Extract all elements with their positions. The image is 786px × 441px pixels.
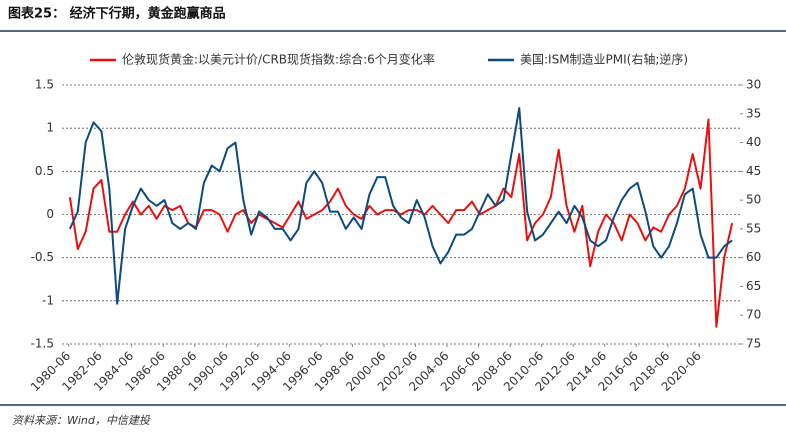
y2-tick-label: 35	[746, 106, 761, 120]
y-tick-label: 0.5	[35, 164, 54, 178]
y-tick-label: 0	[46, 207, 54, 221]
y2-tick-label: 50	[746, 193, 761, 207]
y-tick-label: -1	[42, 293, 54, 307]
y2-tick-label: 70	[746, 308, 761, 322]
y2-tick-label: 55	[746, 221, 761, 235]
y-tick-label: 1	[46, 121, 54, 135]
legend-label: 伦敦现货黄金:以美元计价/CRB现货指数:综合:6个月变化率	[122, 52, 435, 67]
y2-tick-label: 40	[746, 135, 761, 149]
y2-tick-label: 75	[746, 337, 761, 351]
chart-title: 图表25： 经济下行期，黄金跑赢商品	[8, 6, 226, 22]
series-line	[68, 107, 733, 305]
legend-label: 美国:ISM制造业PMI(右轴;逆序)	[520, 52, 688, 67]
y2-tick-label: 30	[746, 78, 761, 92]
y-tick-label: -1.5	[31, 337, 54, 351]
source-note: 资料来源：Wind，中信建投	[12, 414, 151, 427]
y-tick-label: 1.5	[35, 78, 54, 92]
y2-tick-label: 60	[746, 250, 761, 264]
y2-tick-label: 45	[746, 164, 761, 178]
series-line	[68, 118, 734, 328]
y-tick-label: -0.5	[31, 250, 54, 264]
y2-tick-label: 65	[746, 279, 761, 293]
